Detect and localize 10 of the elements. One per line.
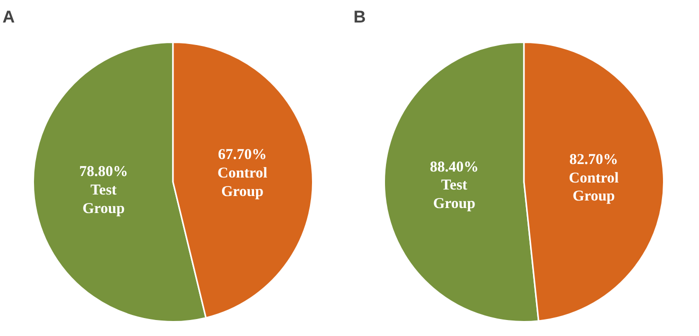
- data-label: 88.40%: [430, 159, 479, 176]
- slice-label: Test Group: [82, 182, 125, 217]
- chart-title: A: [2, 8, 15, 26]
- slice-label: Control Group: [568, 170, 619, 205]
- data-label: 67.70%: [218, 147, 267, 164]
- slice-label: Control Group: [218, 166, 268, 200]
- data-label: 78.80%: [79, 164, 128, 180]
- chart-title: B: [354, 8, 366, 26]
- data-label: 82.70%: [569, 152, 618, 168]
- slice-label: Test Group: [433, 178, 476, 212]
